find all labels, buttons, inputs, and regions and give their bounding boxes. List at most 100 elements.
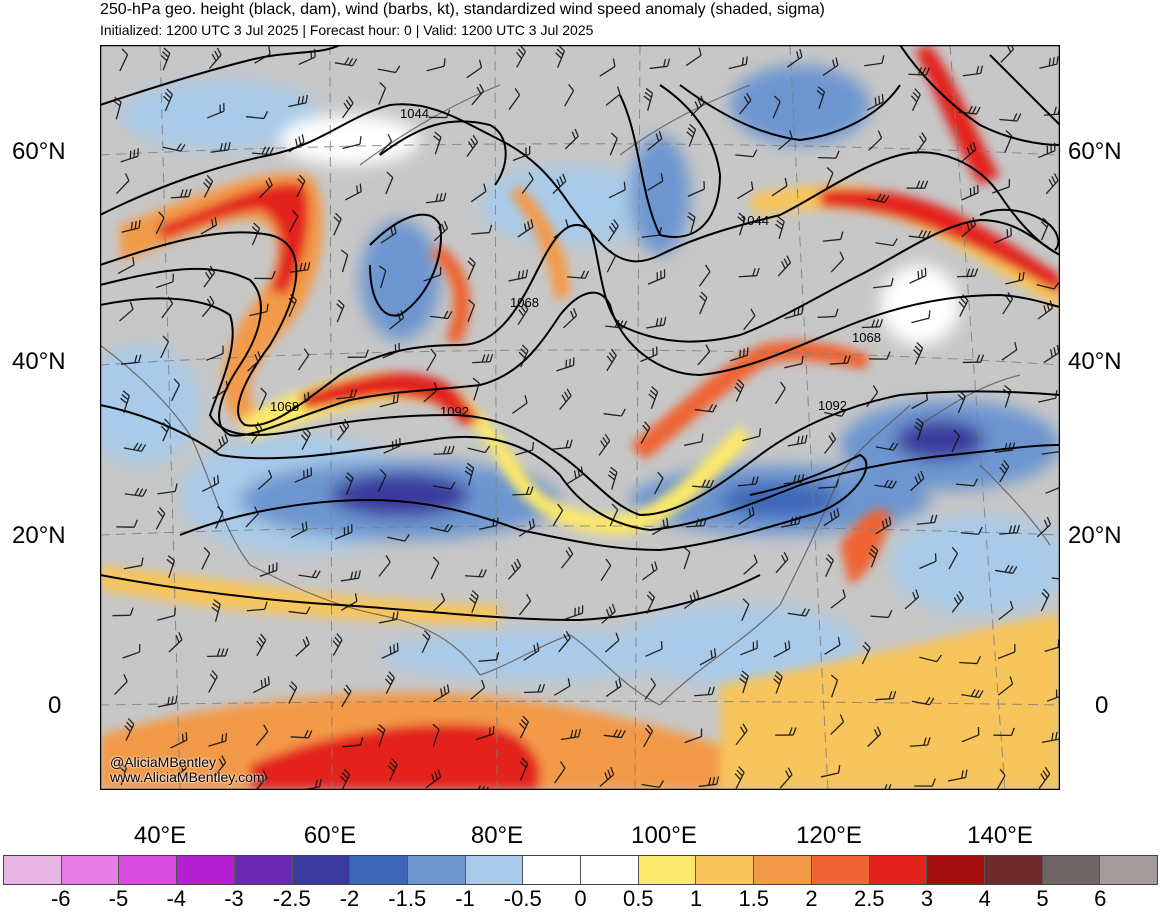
lon-label-100e: 100°E [631, 822, 697, 849]
wind-barb-feather [606, 355, 613, 363]
wind-barb-feather [307, 391, 310, 401]
wind-barb-feather [817, 86, 825, 93]
wind-barb [683, 597, 700, 610]
wind-barb [608, 189, 626, 199]
wind-barb-feather [541, 684, 546, 693]
wind-barb [288, 141, 305, 153]
wind-barb-feather [525, 486, 530, 495]
wind-barb [961, 734, 979, 743]
wind-barb [875, 242, 894, 247]
wind-barb [738, 514, 755, 525]
wind-barb-feather [701, 433, 704, 442]
wind-barb [1004, 135, 1013, 153]
colorbar-swatch [407, 856, 466, 884]
wind-barb [511, 402, 528, 414]
wind-barb-feather [364, 349, 369, 358]
wind-barb-feather [218, 758, 224, 766]
wind-barb [473, 382, 480, 401]
wind-barb [170, 196, 189, 199]
wind-barb-feather [916, 342, 924, 349]
wind-barb-feather [565, 219, 569, 228]
wind-barb-feather [739, 726, 746, 735]
wind-barb-feather [912, 91, 920, 99]
wind-barb [472, 361, 491, 364]
wind-barb-feather [888, 691, 893, 700]
colorbar-swatch [1042, 856, 1101, 884]
wind-barb-feather [611, 503, 619, 511]
wind-barb-feather [892, 690, 897, 699]
wind-barb-feather [164, 92, 172, 99]
wind-barb-feather [254, 353, 259, 362]
wind-barb [909, 744, 928, 747]
wind-barb [1037, 150, 1056, 159]
wind-barb-feather [936, 654, 942, 662]
wind-barb-feather [610, 766, 615, 775]
wind-barb-feather [518, 351, 526, 359]
wind-barb [385, 177, 394, 195]
wind-barb [787, 612, 806, 617]
wind-barb-feather [1042, 770, 1048, 778]
wind-barb [516, 51, 527, 68]
wind-barb-feather [336, 633, 343, 641]
wind-barb [1041, 738, 1060, 744]
wind-barb-feather [705, 264, 711, 273]
wind-barb [1040, 223, 1050, 241]
wind-barb-feather [298, 136, 302, 145]
wind-barb-feather [129, 607, 134, 616]
wind-barb-feather [786, 255, 792, 264]
wind-barb-feather [578, 728, 582, 737]
wind-barb [297, 354, 310, 371]
wind-barb [684, 440, 702, 447]
wind-barb [601, 610, 616, 624]
wind-barb-feather [915, 421, 923, 428]
wind-barb [433, 452, 452, 455]
wind-barb-feather [435, 193, 439, 202]
wind-barb-feather [536, 642, 540, 651]
wind-barb-feather [701, 479, 707, 488]
wind-barb-feather [129, 301, 134, 310]
wind-barb-feather [834, 308, 839, 317]
wind-barb-feather [869, 548, 877, 555]
wind-barb-feather [600, 440, 606, 448]
wind-barb-feather [184, 189, 188, 198]
wind-barb [687, 188, 705, 197]
lon-label-80e: 80°E [470, 822, 524, 849]
wind-barb-feather [605, 608, 610, 617]
wind-barb [1051, 577, 1060, 580]
wind-barb-feather [1002, 388, 1010, 395]
wind-barb-feather [209, 295, 215, 304]
wind-barb-feather [211, 219, 214, 228]
wind-barb [868, 137, 882, 151]
wind-barb-feather [303, 393, 306, 402]
colorbar-label: -1.5 [388, 886, 427, 911]
wind-barb-feather [188, 188, 192, 197]
wind-barb [334, 62, 353, 67]
wind-barb-feather [495, 651, 500, 660]
wind-barb-feather [446, 684, 450, 693]
wind-barb [292, 399, 310, 409]
wind-barb-feather [835, 479, 840, 488]
wind-barb-feather [337, 299, 345, 306]
wind-barb-feather [1046, 516, 1052, 525]
wind-barb [247, 358, 262, 372]
wind-barb-feather [796, 51, 800, 60]
wind-barb-feather [735, 382, 743, 390]
wind-barb-feather [559, 761, 566, 769]
wind-barb-feather [604, 433, 611, 442]
wind-barb-feather [650, 677, 657, 686]
wind-barb-feather [884, 784, 888, 790]
wind-barb [735, 384, 745, 402]
wind-barb-feather [839, 714, 845, 723]
wind-barb [997, 651, 1016, 660]
wind-barb [468, 467, 475, 486]
lat-label-40n-left: 40°N [12, 348, 66, 375]
wind-barb-feather [878, 95, 881, 104]
wind-barb-feather [1044, 766, 1051, 775]
wind-barb-feather [654, 561, 658, 570]
wind-barb-feather [1007, 292, 1014, 300]
wind-barb-feather [917, 473, 922, 482]
wind-barb [784, 313, 803, 320]
lon-label-40e: 40°E [133, 822, 187, 849]
wind-barb-feather [801, 305, 804, 314]
wind-barb [1002, 298, 1014, 315]
